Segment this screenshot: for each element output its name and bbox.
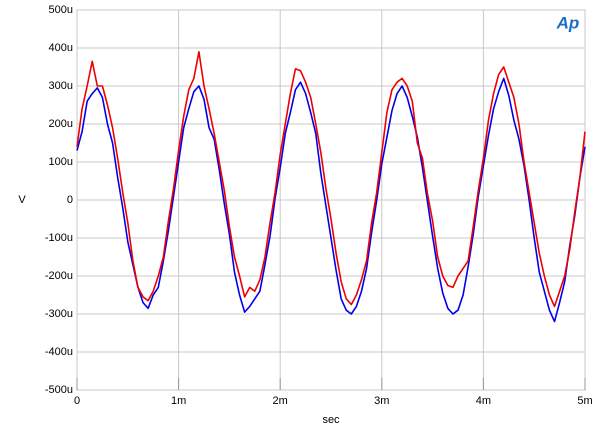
x-tick-label: 5m — [577, 395, 592, 407]
x-tick-label: 3m — [374, 395, 389, 407]
y-tick-label: -300u — [45, 308, 73, 320]
y-tick-label: -400u — [45, 346, 73, 358]
x-axis-label: sec — [322, 414, 340, 426]
logo: Ap — [556, 13, 580, 32]
y-tick-label: 0 — [67, 194, 73, 206]
x-tick-label: 2m — [273, 395, 288, 407]
x-tick-label: 4m — [476, 395, 491, 407]
y-tick-label: -500u — [45, 384, 73, 396]
series-line — [76, 51, 586, 308]
y-tick-label: 300u — [49, 80, 73, 92]
x-tick-label: 1m — [171, 395, 186, 407]
x-tick-label: 0 — [74, 395, 80, 407]
y-tick-label: 500u — [49, 4, 73, 16]
y-tick-label: -200u — [45, 270, 73, 282]
y-axis-label: V — [18, 194, 26, 206]
y-tick-label: -100u — [45, 232, 73, 244]
y-tick-label: 200u — [49, 118, 73, 130]
y-tick-label: 400u — [49, 42, 73, 54]
series-line — [76, 77, 586, 323]
y-tick-label: 100u — [49, 156, 73, 168]
